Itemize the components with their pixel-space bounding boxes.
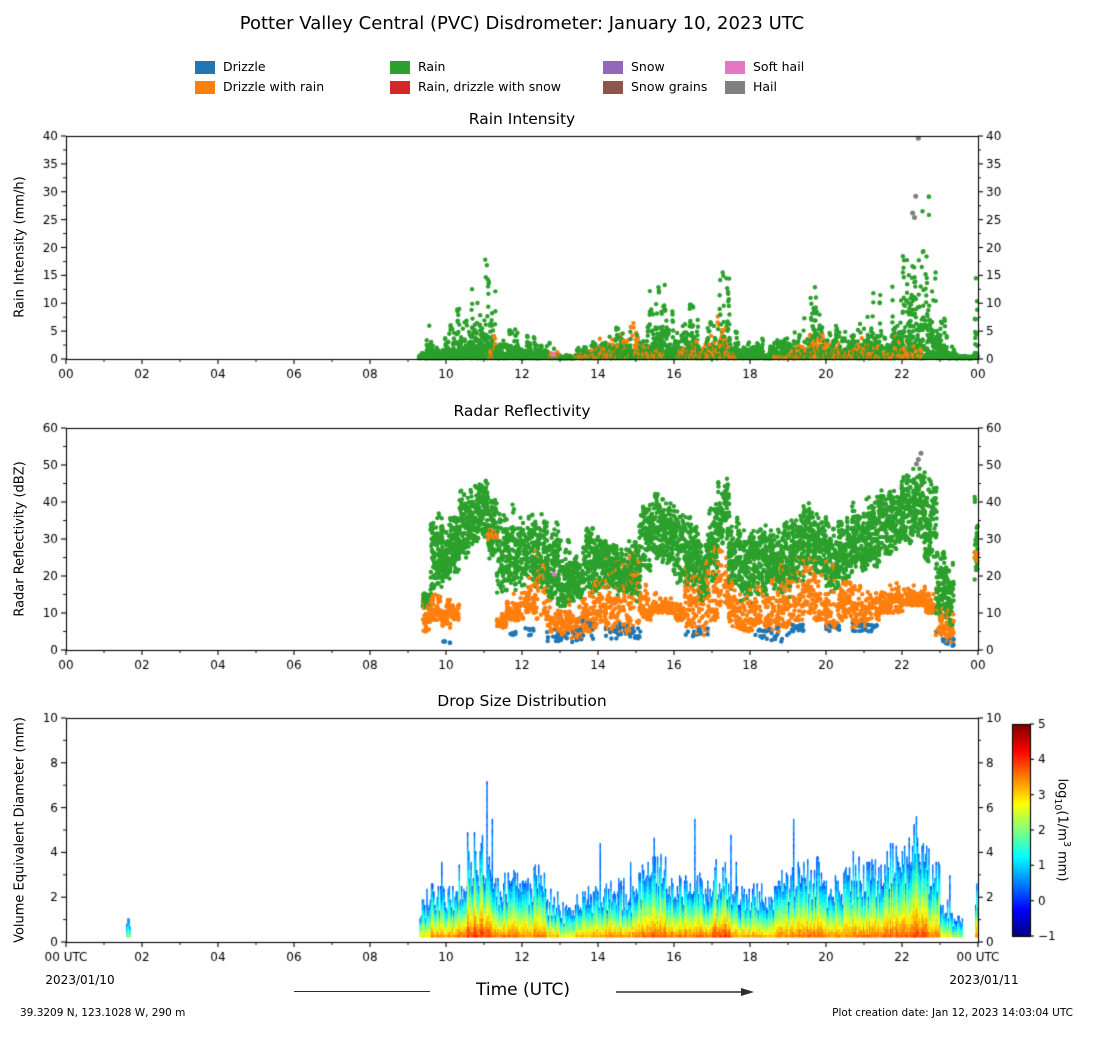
rain-intensity-ylabel: Rain Intensity (mm/h)	[12, 176, 28, 318]
radar-reflectivity-ylabel: Radar Reflectivity (dBZ)	[12, 461, 28, 617]
footer-coordinates: 39.3209 N, 123.1028 W, 290 m	[20, 1007, 186, 1019]
drizzle-swatch	[195, 60, 215, 74]
legend-item-soft-hail: Soft hail	[725, 60, 804, 74]
legend-item-snow: Snow	[603, 60, 665, 74]
snow-grains-swatch	[603, 80, 623, 94]
page-title: Potter Valley Central (PVC) Disdrometer:…	[239, 13, 805, 34]
colorbar-label: log10(1/m3 mm)	[1052, 778, 1072, 882]
rain-swatch	[390, 60, 410, 74]
time-axis-arrow	[616, 988, 754, 996]
start-date-label: 2023/01/10	[45, 973, 115, 987]
rain-drizzle-snow-swatch	[390, 80, 410, 94]
drop-size-distribution-title: Drop Size Distribution	[437, 692, 607, 710]
legend-item-rain-drizzle-snow: Rain, drizzle with snow	[390, 80, 561, 94]
rain-intensity-title: Rain Intensity	[468, 110, 576, 128]
legend-item-snow-grains: Snow grains	[603, 80, 707, 94]
legend-item-hail: Hail	[725, 80, 777, 94]
end-date-label: 2023/01/11	[949, 973, 1019, 987]
drizzle-with-rain-swatch	[195, 80, 215, 94]
legend-item-drizzle: Drizzle	[195, 60, 266, 74]
footer-creation-date: Plot creation date: Jan 12, 2023 14:03:0…	[832, 1007, 1073, 1019]
dsd-ylabel: Volume Equivalent Diameter (mm)	[12, 717, 28, 943]
time-axis-label: Time (UTC)	[476, 980, 570, 1000]
hail-swatch	[725, 80, 745, 94]
time-axis-line	[294, 991, 430, 992]
legend-item-drizzle-with-rain: Drizzle with rain	[195, 80, 324, 94]
snow-swatch	[603, 60, 623, 74]
legend-item-rain: Rain	[390, 60, 445, 74]
radar-reflectivity-title: Radar Reflectivity	[453, 402, 591, 420]
soft-hail-swatch	[725, 60, 745, 74]
